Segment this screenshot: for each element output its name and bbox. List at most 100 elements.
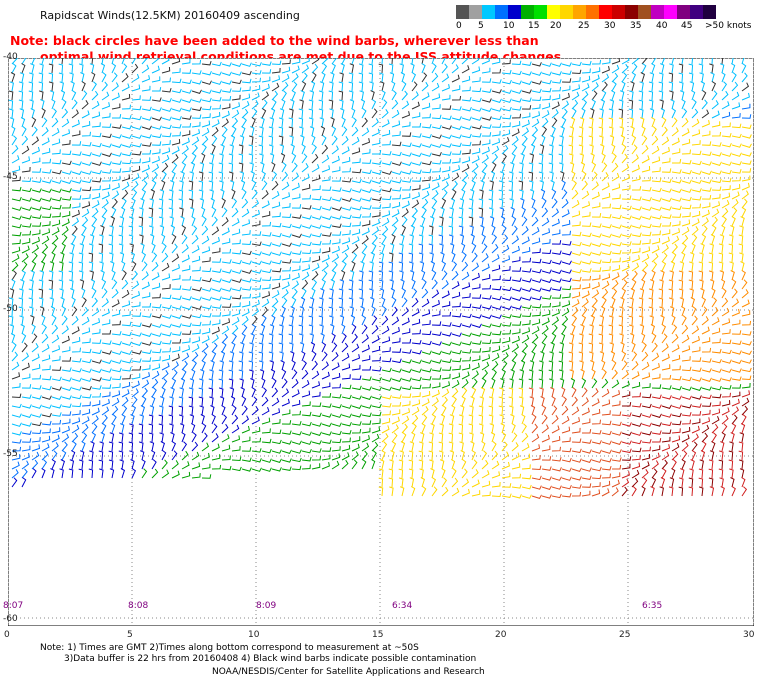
- wind-barb: [701, 225, 708, 236]
- wind-barb: [171, 274, 181, 281]
- wind-barb: [391, 179, 402, 184]
- wind-barb: [641, 58, 648, 65]
- wind-barb: [401, 132, 412, 137]
- wind-barb: [500, 378, 505, 389]
- wind-barb: [608, 126, 614, 137]
- wind-barb: [11, 63, 17, 74]
- wind-barb: [589, 144, 594, 155]
- wind-barb: [401, 317, 410, 326]
- wind-barb: [448, 234, 454, 245]
- wind-barb: [451, 312, 462, 318]
- wind-barb: [451, 189, 457, 200]
- wind-barb: [141, 75, 151, 83]
- wind-barb: [581, 387, 588, 398]
- wind-barb: [731, 199, 739, 209]
- wind-barb: [591, 274, 601, 281]
- wind-barb: [49, 261, 55, 272]
- wind-barb: [381, 402, 392, 408]
- wind-barb: [691, 433, 699, 443]
- wind-barb: [41, 127, 49, 137]
- wind-barb: [551, 415, 559, 425]
- wind-barb: [621, 431, 632, 437]
- wind-barb: [401, 200, 410, 209]
- wind-barb: [581, 201, 591, 209]
- wind-barb: [541, 117, 549, 128]
- wind-barb: [471, 348, 482, 353]
- wind-barb: [678, 279, 684, 290]
- wind-barb: [568, 144, 574, 155]
- wind-barb: [641, 486, 646, 497]
- wind-barb: [361, 404, 372, 409]
- wind-barb: [601, 162, 608, 173]
- wind-barb: [611, 214, 622, 220]
- wind-barb: [171, 263, 180, 272]
- wind-barb: [71, 58, 73, 65]
- wind-barb: [458, 207, 464, 218]
- wind-barb: [651, 452, 660, 461]
- wind-barb: [578, 351, 584, 362]
- wind-barb: [731, 176, 741, 182]
- wind-barb: [470, 441, 475, 452]
- wind-barb: [198, 396, 204, 407]
- wind-barb: [168, 414, 174, 425]
- wind-barb: [271, 60, 282, 66]
- wind-barb: [11, 270, 17, 281]
- wind-barb: [728, 252, 734, 263]
- wind-barb: [461, 164, 470, 173]
- wind-barb: [221, 287, 232, 292]
- wind-barb: [381, 225, 389, 236]
- wind-barb: [328, 306, 334, 317]
- wind-barb: [461, 107, 472, 112]
- wind-barb: [688, 270, 694, 281]
- wind-barb: [499, 414, 504, 425]
- wind-barb: [321, 196, 332, 202]
- wind-barb: [561, 199, 569, 209]
- wind-barb: [81, 161, 92, 166]
- wind-barb: [61, 196, 72, 201]
- wind-barb: [280, 360, 285, 371]
- wind-barb: [491, 471, 501, 479]
- wind-barb: [181, 441, 188, 452]
- wind-barb: [408, 261, 414, 272]
- wind-barb: [31, 222, 42, 227]
- wind-barb: [481, 470, 490, 479]
- wind-barb: [11, 254, 20, 263]
- wind-barb: [291, 265, 301, 272]
- wind-barb: [589, 324, 594, 335]
- wind-barb: [661, 404, 672, 410]
- wind-barb: [391, 81, 396, 92]
- wind-barb: [229, 144, 234, 155]
- wind-barb: [401, 359, 412, 364]
- time-label: 8:07: [3, 601, 24, 611]
- wind-barb: [51, 450, 58, 461]
- wind-barb: [601, 258, 612, 264]
- color-swatch: [547, 5, 560, 19]
- wind-barb: [171, 58, 181, 65]
- wind-barb: [269, 324, 275, 335]
- wind-barb: [561, 260, 572, 265]
- wind-barb: [361, 108, 367, 119]
- wind-barb: [411, 184, 421, 191]
- wind-barb: [240, 180, 246, 191]
- wind-barb: [628, 315, 634, 326]
- wind-barb: [270, 108, 276, 119]
- wind-barb: [201, 97, 212, 103]
- wind-barb: [481, 67, 491, 74]
- wind-barb: [371, 419, 381, 425]
- wind-barb: [490, 432, 496, 443]
- wind-barb: [731, 414, 738, 425]
- wind-barb: [121, 359, 132, 364]
- wind-barb: [300, 90, 305, 101]
- wind-barb: [31, 252, 38, 263]
- wind-barb: [531, 423, 539, 434]
- wind-barb: [559, 162, 564, 173]
- wind-barb: [21, 468, 28, 479]
- wind-barb: [701, 358, 712, 363]
- wind-barb: [211, 296, 222, 301]
- wind-barb: [501, 59, 511, 65]
- wind-barb: [21, 422, 32, 427]
- wind-barb: [671, 220, 681, 227]
- wind-barb: [491, 285, 502, 291]
- wind-barb: [151, 171, 158, 182]
- wind-barb: [201, 225, 209, 236]
